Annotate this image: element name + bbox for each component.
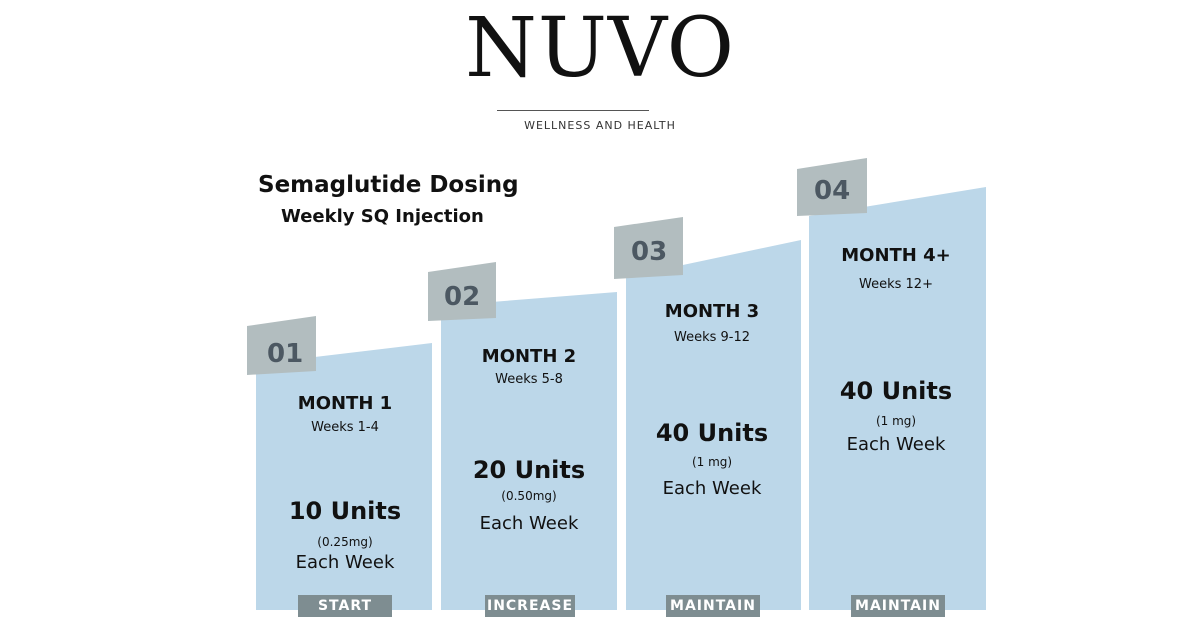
stage-badge: INCREASE bbox=[485, 595, 575, 617]
step-month: MONTH 2 bbox=[481, 346, 577, 367]
step-units: 20 Units bbox=[472, 456, 586, 484]
step-month: MONTH 1 bbox=[297, 393, 393, 414]
step-frequency: Each Week bbox=[479, 513, 579, 534]
step-weeks: Weeks 5-8 bbox=[495, 372, 563, 387]
step-weeks: Weeks 9-12 bbox=[673, 330, 751, 345]
page-title: Semaglutide Dosing bbox=[258, 172, 519, 198]
step-frequency: Each Week bbox=[662, 478, 762, 499]
step-dose-mg: (1 mg) bbox=[691, 455, 733, 469]
step-panel-shape bbox=[797, 158, 986, 610]
step-number: 02 bbox=[444, 282, 481, 312]
step-number: 01 bbox=[267, 339, 304, 369]
step-panel-shape bbox=[247, 316, 432, 610]
stage-badge: MAINTAIN bbox=[666, 595, 760, 617]
brand-tagline: WELLNESS AND HEALTH bbox=[524, 119, 676, 132]
step-dose-mg: (0.25mg) bbox=[317, 535, 373, 549]
step-number: 04 bbox=[814, 176, 851, 206]
step-panel-shape bbox=[428, 262, 617, 610]
dosing-step-1: 01 MONTH 1 Weeks 1-4 10 Units (0.25mg) E… bbox=[247, 316, 437, 626]
step-units: 10 Units bbox=[288, 497, 402, 525]
step-panel-shape bbox=[614, 217, 801, 610]
dosing-step-3: 03 MONTH 3 Weeks 9-12 40 Units (1 mg) Ea… bbox=[614, 217, 804, 626]
dosing-step-4: 04 MONTH 4+ Weeks 12+ 40 Units (1 mg) Ea… bbox=[797, 158, 989, 626]
page-subtitle: Weekly SQ Injection bbox=[281, 206, 484, 227]
brand-header: NUVO WELLNESS AND HEALTH bbox=[0, 0, 1200, 140]
step-frequency: Each Week bbox=[846, 434, 946, 455]
stage-badge: START bbox=[298, 595, 392, 617]
step-weeks: Weeks 12+ bbox=[859, 277, 933, 292]
step-month: MONTH 4+ bbox=[841, 245, 951, 266]
step-units: 40 Units bbox=[655, 419, 769, 447]
step-frequency: Each Week bbox=[295, 552, 395, 573]
step-dose-mg: (1 mg) bbox=[875, 414, 917, 428]
step-dose-mg: (0.50mg) bbox=[501, 489, 557, 503]
brand-logo: NUVO bbox=[465, 1, 735, 96]
stage-badge: MAINTAIN bbox=[851, 595, 945, 617]
step-month: MONTH 3 bbox=[664, 301, 760, 322]
step-number: 03 bbox=[631, 237, 668, 267]
step-units: 40 Units bbox=[839, 377, 953, 405]
brand-divider bbox=[497, 110, 649, 111]
dosing-step-2: 02 MONTH 2 Weeks 5-8 20 Units (0.50mg) E… bbox=[428, 262, 620, 626]
step-weeks: Weeks 1-4 bbox=[311, 420, 379, 435]
